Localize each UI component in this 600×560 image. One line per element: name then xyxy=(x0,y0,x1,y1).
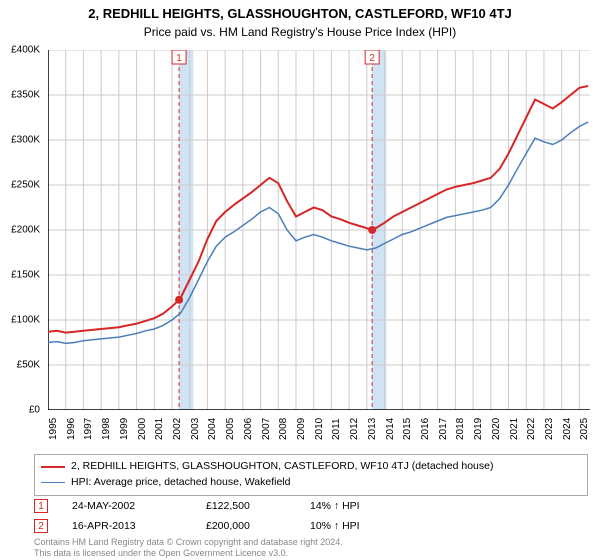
svg-text:2: 2 xyxy=(369,53,375,64)
x-tick-label: 2011 xyxy=(331,418,342,440)
sale-marker: 2 xyxy=(34,519,48,533)
sale-price: £200,000 xyxy=(206,520,286,532)
x-tick-label: 2017 xyxy=(438,418,449,440)
sales-table: 1 24-MAY-2002 £122,500 14% ↑ HPI 2 16-APR-201… xyxy=(34,496,400,536)
y-tick-label: £200K xyxy=(11,225,40,236)
x-tick-label: 1997 xyxy=(83,418,94,440)
x-tick-label: 2020 xyxy=(491,418,502,440)
x-tick-label: 1998 xyxy=(101,418,112,440)
x-tick-label: 2022 xyxy=(526,418,537,440)
x-tick-label: 2001 xyxy=(154,418,165,440)
y-tick-label: £400K xyxy=(11,45,40,56)
chart-area: 12 xyxy=(48,50,590,410)
legend-swatch-hpi xyxy=(41,482,65,484)
x-tick-label: 2019 xyxy=(473,418,484,440)
x-tick-label: 2025 xyxy=(579,418,590,440)
x-tick-label: 1996 xyxy=(66,418,77,440)
x-tick-label: 2006 xyxy=(243,418,254,440)
y-tick-label: £350K xyxy=(11,90,40,101)
sale-date: 16-APR-2013 xyxy=(72,520,182,532)
legend: 2, REDHILL HEIGHTS, GLASSHOUGHTON, CASTL… xyxy=(34,454,588,496)
x-tick-label: 2005 xyxy=(225,418,236,440)
y-tick-label: £150K xyxy=(11,270,40,281)
x-tick-label: 2008 xyxy=(278,418,289,440)
y-tick-label: £50K xyxy=(17,360,40,371)
chart-title: 2, REDHILL HEIGHTS, GLASSHOUGHTON, CASTL… xyxy=(0,0,600,21)
x-tick-label: 2013 xyxy=(367,418,378,440)
sale-row: 2 16-APR-2013 £200,000 10% ↑ HPI xyxy=(34,516,400,536)
x-tick-label: 1999 xyxy=(119,418,130,440)
footer-attribution: Contains HM Land Registry data © Crown c… xyxy=(34,537,343,559)
x-tick-label: 2024 xyxy=(562,418,573,440)
x-tick-label: 2023 xyxy=(544,418,555,440)
y-tick-label: £0 xyxy=(29,405,40,416)
x-tick-label: 2000 xyxy=(137,418,148,440)
sale-pct: 10% ↑ HPI xyxy=(310,520,400,532)
sale-pct: 14% ↑ HPI xyxy=(310,500,400,512)
sale-marker: 1 xyxy=(34,499,48,513)
footer-line1: Contains HM Land Registry data © Crown c… xyxy=(34,537,343,548)
footer-line2: This data is licensed under the Open Gov… xyxy=(34,548,343,559)
y-tick-label: £250K xyxy=(11,180,40,191)
x-tick-label: 2010 xyxy=(314,418,325,440)
x-tick-label: 2021 xyxy=(509,418,520,440)
legend-label-hpi: HPI: Average price, detached house, Wake… xyxy=(71,475,290,491)
sale-row: 1 24-MAY-2002 £122,500 14% ↑ HPI xyxy=(34,496,400,516)
x-tick-label: 2015 xyxy=(402,418,413,440)
legend-swatch-property xyxy=(41,466,65,468)
legend-label-property: 2, REDHILL HEIGHTS, GLASSHOUGHTON, CASTL… xyxy=(71,459,493,475)
y-tick-label: £300K xyxy=(11,135,40,146)
sale-date: 24-MAY-2002 xyxy=(72,500,182,512)
x-tick-label: 1995 xyxy=(48,418,59,440)
x-tick-label: 2004 xyxy=(207,418,218,440)
x-tick-label: 2016 xyxy=(420,418,431,440)
y-axis: £0£50K£100K£150K£200K£250K£300K£350K£400… xyxy=(0,50,44,410)
chart-svg: 12 xyxy=(48,50,590,410)
x-tick-label: 2012 xyxy=(349,418,360,440)
y-tick-label: £100K xyxy=(11,315,40,326)
x-tick-label: 2003 xyxy=(190,418,201,440)
legend-row-hpi: HPI: Average price, detached house, Wake… xyxy=(41,475,581,491)
legend-row-property: 2, REDHILL HEIGHTS, GLASSHOUGHTON, CASTL… xyxy=(41,459,581,475)
x-tick-label: 2007 xyxy=(261,418,272,440)
x-tick-label: 2009 xyxy=(296,418,307,440)
x-tick-label: 2018 xyxy=(455,418,466,440)
svg-text:1: 1 xyxy=(176,53,182,64)
chart-subtitle: Price paid vs. HM Land Registry's House … xyxy=(0,21,600,39)
x-tick-label: 2002 xyxy=(172,418,183,440)
sale-price: £122,500 xyxy=(206,500,286,512)
x-tick-label: 2014 xyxy=(385,418,396,440)
x-axis: 1995 1996 1997 1998 1999 2000 2001 2002 2003 2004… xyxy=(48,412,590,452)
